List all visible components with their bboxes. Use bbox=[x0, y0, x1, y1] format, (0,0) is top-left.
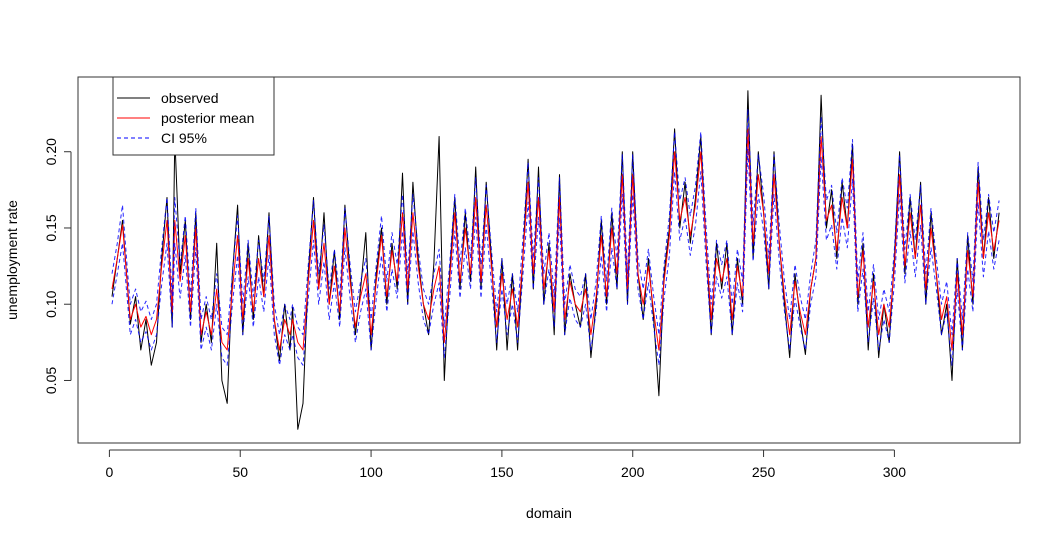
x-tick-label: 0 bbox=[106, 464, 114, 480]
y-tick-label: 0.20 bbox=[43, 138, 59, 165]
x-tick-label: 150 bbox=[490, 464, 514, 480]
series-layer bbox=[111, 90, 1000, 430]
y-tick-label: 0.15 bbox=[43, 214, 59, 241]
x-tick-label: 200 bbox=[621, 464, 645, 480]
legend-label: CI 95% bbox=[161, 130, 207, 146]
y-axis: 0.05 0.10 0.15 0.20 bbox=[43, 138, 72, 394]
series-line-ci-95--2 bbox=[111, 108, 1000, 336]
series-line-observed-0 bbox=[111, 90, 1000, 430]
y-axis-title: unemployment rate bbox=[4, 200, 20, 320]
x-tick-label: 300 bbox=[883, 464, 907, 480]
plot-frame bbox=[77, 76, 1021, 444]
x-axis: 0 50 100 150 200 250 300 bbox=[106, 449, 907, 480]
x-tick-label: 50 bbox=[232, 464, 248, 480]
legend-box bbox=[112, 76, 275, 156]
series-line-posterior-mean-1 bbox=[111, 128, 1000, 351]
legend-label: observed bbox=[161, 90, 219, 106]
x-tick-label: 100 bbox=[359, 464, 383, 480]
y-tick-label: 0.05 bbox=[43, 367, 59, 394]
series-line-ci-lower-3 bbox=[111, 148, 1000, 366]
x-axis-title: domain bbox=[526, 505, 572, 521]
legend: observed posterior mean CI 95% bbox=[112, 76, 275, 156]
legend-label: posterior mean bbox=[161, 110, 254, 126]
y-tick-label: 0.10 bbox=[43, 290, 59, 317]
x-tick-label: 250 bbox=[752, 464, 776, 480]
